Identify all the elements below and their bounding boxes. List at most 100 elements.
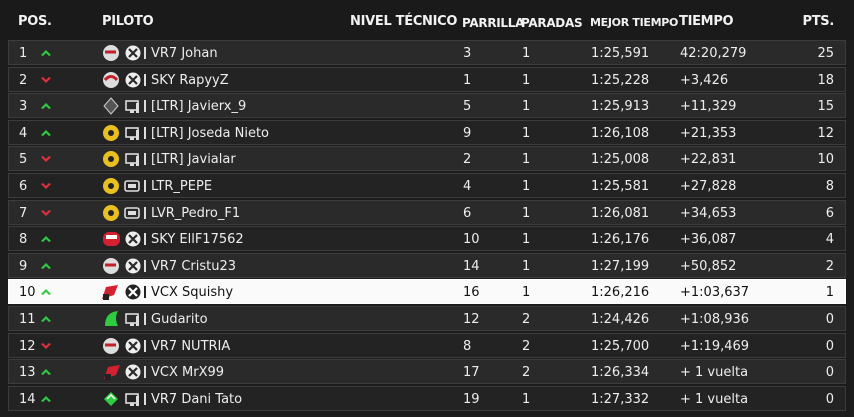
trend-down	[41, 209, 51, 216]
cell-pos: 2	[19, 72, 28, 88]
cell-grid: 10	[463, 232, 480, 248]
result-row: 11 Gudarito 12 2 1:24,426 +1:08,936 0	[8, 306, 846, 331]
row-icon-set	[0, 40, 854, 66]
cell-time: 42:20,279	[680, 46, 747, 61]
cell-pts: 6	[825, 205, 834, 221]
badges	[103, 124, 146, 141]
cell-pos: 7	[19, 205, 28, 221]
badges	[104, 363, 146, 381]
cell-best: 1:26,176	[591, 232, 650, 248]
header-cell: PILOTO	[102, 14, 154, 29]
cell-time: +22,831	[680, 152, 737, 168]
cell-pts: 0	[825, 365, 834, 381]
trend-up	[41, 236, 51, 243]
cell-best: 1:25,581	[591, 179, 650, 194]
trend-down	[41, 76, 51, 83]
cell-name: SKY EllF17562	[151, 232, 244, 248]
badges	[103, 257, 146, 275]
cell-best: 1:25,700	[591, 338, 650, 354]
cell-pos: 4	[19, 125, 28, 141]
cell-grid: 5	[463, 99, 472, 115]
cell-best: 1:27,199	[591, 258, 650, 274]
cell-best: 1:26,216	[591, 285, 650, 301]
cell-pts: 8	[825, 179, 834, 194]
cell-time: +3,426	[680, 72, 729, 88]
row-icon-set	[0, 333, 854, 359]
row-icon-set	[0, 67, 854, 93]
cell-time: +1:19,469	[680, 338, 750, 354]
cell-best: 1:25,913	[591, 99, 650, 115]
badges	[103, 97, 146, 115]
row-icon-set	[0, 226, 854, 252]
badges	[105, 311, 146, 327]
cell-best: 1:25,228	[591, 72, 650, 88]
row-icon-set	[0, 386, 854, 412]
cell-grid: 12	[463, 312, 480, 327]
trend-up	[41, 316, 51, 322]
cell-time: + 1 vuelta	[680, 365, 749, 381]
cell-best: 1:26,081	[591, 205, 650, 221]
header-cell: POS.	[18, 14, 52, 29]
result-row: 3 [LTR] Javierx_9 5 1 1:25,913 +11,329 15	[8, 93, 846, 119]
row-icon-set	[0, 120, 854, 146]
header-cell: PARRILLA	[462, 16, 525, 30]
cell-grid: 8	[463, 338, 472, 354]
cell-pos: 5	[19, 152, 28, 168]
cell-pts: 15	[817, 99, 834, 115]
row-icon-set	[0, 173, 854, 199]
result-row: 1 VR7 Johan 3 1 1:25,591 42:20,279 25	[8, 40, 846, 65]
cell-time: +27,828	[680, 179, 737, 194]
cell-grid: 6	[463, 205, 472, 221]
cell-name: Gudarito	[151, 312, 208, 327]
cell-pos: 13	[19, 365, 36, 381]
badges	[103, 151, 146, 168]
cell-pts: 0	[825, 391, 834, 407]
result-row: 7 LVR_Pedro_F1 6 1 1:26,081 +34,653 6	[8, 199, 846, 225]
badges	[103, 204, 146, 221]
header-cell: TIEMPO	[679, 14, 734, 29]
cell-time: +11,329	[680, 99, 737, 115]
cell-stops: 1	[522, 179, 531, 194]
cell-name: VR7 Johan	[151, 46, 218, 61]
badges	[103, 178, 146, 194]
cell-pos: 14	[19, 391, 36, 407]
result-row: 10 VCX Squishy 16 1 1:26,216 +1:03,637 1	[8, 279, 846, 305]
cell-pts: 0	[825, 338, 834, 354]
result-row: 4 [LTR] Joseda Nieto 9 1 1:26,108 +21,353 12	[8, 119, 846, 145]
cell-pts: 0	[825, 312, 834, 327]
result-row: 8 SKY EllF17562 10 1 1:26,176 +36,087 4	[8, 226, 846, 252]
cell-name: LVR_Pedro_F1	[151, 205, 241, 221]
cell-name: [LTR] Javierx_9	[151, 99, 247, 115]
cell-grid: 17	[463, 365, 480, 381]
row-icon-set	[0, 306, 854, 332]
cell-stops: 2	[522, 338, 531, 354]
cell-grid: 2	[463, 152, 472, 168]
cell-grid: 14	[463, 258, 480, 274]
cell-stops: 1	[522, 285, 531, 301]
result-row: 14 VR7 Dani Tato 19 1 1:27,332 + 1 vuelta 0	[8, 385, 846, 411]
cell-pos: 9	[19, 258, 28, 274]
cell-stops: 1	[522, 125, 531, 141]
cell-pos: 8	[19, 232, 28, 248]
cell-stops: 1	[522, 72, 531, 88]
cell-grid: 3	[463, 46, 472, 61]
cell-name: SKY RapyyZ	[151, 72, 229, 88]
cell-name: VCX MrX99	[151, 365, 225, 381]
cell-stops: 1	[522, 99, 531, 115]
cell-grid: 9	[463, 125, 472, 141]
cell-pts: 18	[817, 72, 834, 88]
header-cell: MEJOR TIEMPO	[590, 16, 679, 29]
cell-stops: 1	[522, 46, 531, 61]
badges	[103, 70, 146, 89]
cell-name: VR7 NUTRIA	[151, 338, 231, 354]
cell-pts: 2	[825, 258, 834, 274]
cell-pts: 10	[817, 152, 834, 168]
row-icon-set	[0, 200, 854, 226]
cell-best: 1:26,108	[591, 125, 650, 141]
result-row: 13 VCX MrX99 17 2 1:26,334 + 1 vuelta 0	[8, 359, 846, 385]
cell-grid: 19	[463, 391, 480, 407]
cell-time: +50,852	[680, 258, 737, 274]
row-icon-set	[0, 146, 854, 172]
trend-up	[41, 129, 51, 136]
